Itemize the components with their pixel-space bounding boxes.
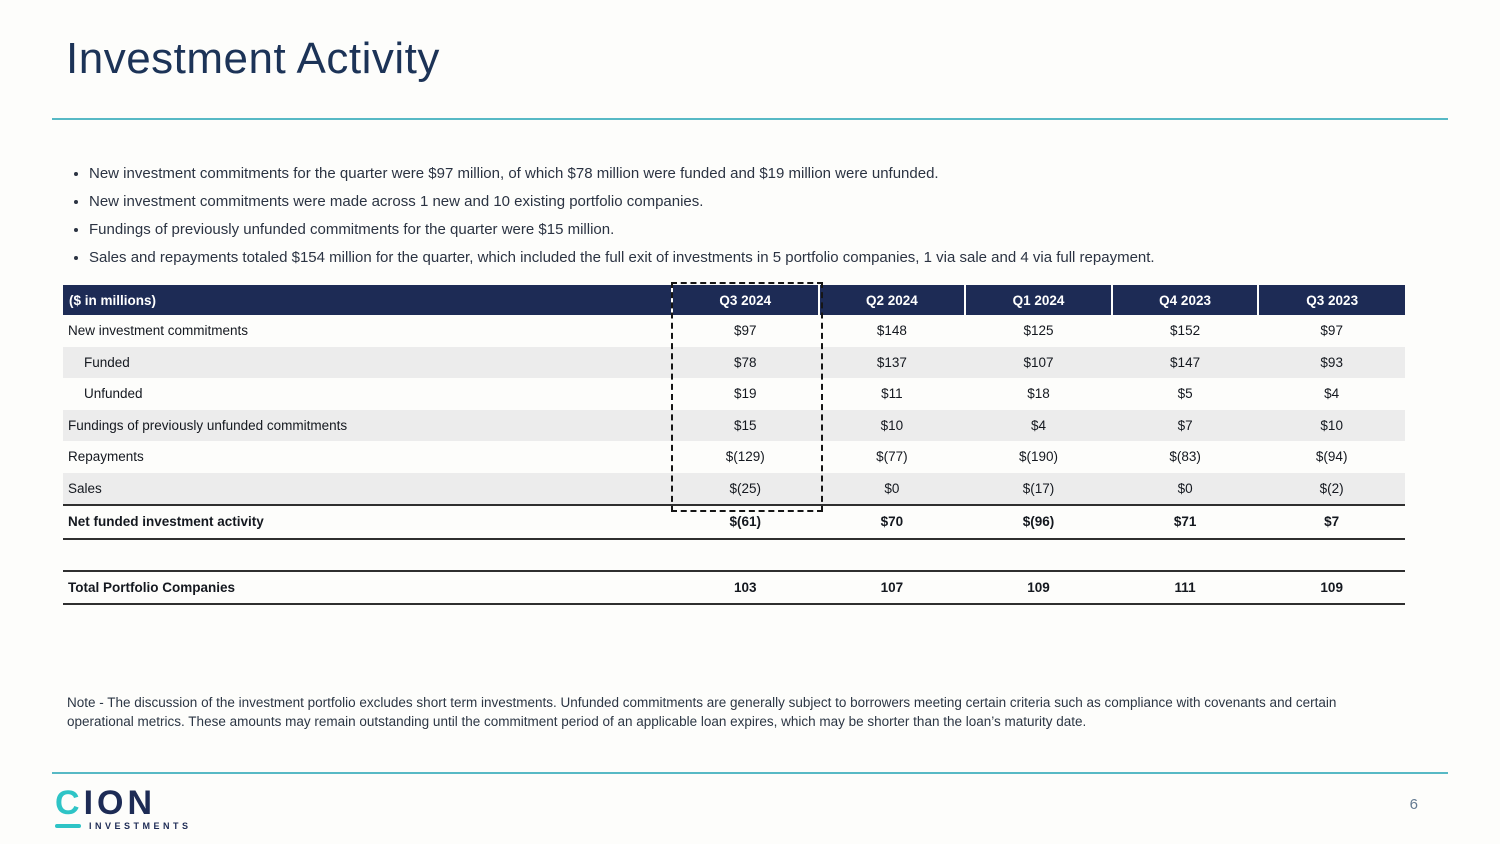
row-label: Sales xyxy=(63,472,672,505)
bullet-list: New investment commitments for the quart… xyxy=(67,160,1449,272)
cell: 109 xyxy=(1258,569,1405,605)
net-funded-activity-row: Net funded investment activity $(61) $70… xyxy=(63,504,1405,540)
column-header-q3-2024: Q3 2024 xyxy=(671,285,819,315)
cell: 111 xyxy=(1111,569,1259,605)
note-text: Note - The discussion of the investment … xyxy=(67,695,1337,729)
row-label: Funded xyxy=(63,346,672,378)
cell: $137 xyxy=(818,346,966,378)
row-label: Fundings of previously unfunded commitme… xyxy=(63,409,672,441)
cell: $(61) xyxy=(672,504,819,540)
cell: 103 xyxy=(672,569,819,605)
cell: $7 xyxy=(1258,504,1405,540)
logo-letters-ion: ION xyxy=(83,784,157,822)
page-title: Investment Activity xyxy=(66,34,440,83)
row-label: Unfunded xyxy=(84,386,143,402)
cell: $(96) xyxy=(965,504,1112,540)
table-row: Unfunded $19 $11 $18 $5 $4 xyxy=(63,378,1405,410)
table-row: Fundings of previously unfunded commitme… xyxy=(63,409,1405,441)
cell: $10 xyxy=(1258,409,1405,441)
logo-letter-c: C xyxy=(55,784,84,822)
cell: $147 xyxy=(1111,346,1259,378)
table-row: Funded $78 $137 $107 $147 $93 xyxy=(63,346,1405,378)
logo-wordmark: CION xyxy=(55,786,192,820)
logo-subtitle: INVESTMENTS xyxy=(89,821,192,831)
cell: $4 xyxy=(965,409,1112,441)
cell: $4 xyxy=(1324,386,1340,402)
title-divider xyxy=(52,118,1448,120)
cell: $(77) xyxy=(876,449,908,465)
cell: $11 xyxy=(881,386,903,402)
cell: $5 xyxy=(1177,386,1193,402)
table-row: Repayments $(129) $(77) $(190) $(83) $(9… xyxy=(63,441,1405,473)
table-header-row: ($ in millions) Q3 2024 Q2 2024 Q1 2024 … xyxy=(63,285,1405,315)
cell: $70 xyxy=(818,504,966,540)
table-row: New investment commitments $97 $148 $125… xyxy=(63,315,1405,347)
cell: $107 xyxy=(965,346,1112,378)
cell: $(83) xyxy=(1169,449,1201,465)
cell: $(129) xyxy=(725,449,765,465)
cell: 107 xyxy=(818,569,966,605)
data-table: ($ in millions) Q3 2024 Q2 2024 Q1 2024 … xyxy=(63,285,1405,605)
cell: $93 xyxy=(1258,346,1405,378)
cell: $15 xyxy=(672,409,819,441)
cell: $7 xyxy=(1111,409,1259,441)
column-header-q1-2024: Q1 2024 xyxy=(964,285,1112,315)
units-header: ($ in millions) xyxy=(63,285,672,315)
bullet-item: Sales and repayments totaled $154 millio… xyxy=(89,244,1449,272)
investment-activity-table: ($ in millions) Q3 2024 Q2 2024 Q1 2024 … xyxy=(63,282,1405,605)
total-portfolio-companies-row: Total Portfolio Companies 103 107 109 11… xyxy=(63,569,1405,605)
cell: $18 xyxy=(1027,386,1050,402)
cell: $0 xyxy=(1111,472,1259,505)
page-number: 6 xyxy=(1409,796,1418,813)
cell: $148 xyxy=(876,323,907,339)
spacer-cell xyxy=(63,539,1405,571)
cell: $152 xyxy=(1170,323,1201,339)
footer-divider xyxy=(52,772,1448,774)
logo-subtitle-row: INVESTMENTS xyxy=(55,821,192,831)
bullet-item: New investment commitments for the quart… xyxy=(89,160,1449,188)
column-header-q2-2024: Q2 2024 xyxy=(817,285,966,315)
cell: $19 xyxy=(734,386,757,402)
cell: $(25) xyxy=(672,472,819,505)
cell: $71 xyxy=(1111,504,1259,540)
bullet-item: New investment commitments were made acr… xyxy=(89,188,1449,216)
row-label: Net funded investment activity xyxy=(63,504,672,540)
spacer-row xyxy=(63,539,1405,571)
cell: $97 xyxy=(734,323,757,339)
row-label: Total Portfolio Companies xyxy=(63,569,672,605)
bullet-item: Fundings of previously unfunded commitme… xyxy=(89,216,1449,244)
row-label: New investment commitments xyxy=(68,323,249,339)
cell: $78 xyxy=(672,346,819,378)
cell: $(190) xyxy=(1018,449,1058,465)
logo-dash xyxy=(55,824,81,828)
cell: $97 xyxy=(1320,323,1343,339)
cell: $(2) xyxy=(1258,472,1405,505)
cell: 109 xyxy=(965,569,1112,605)
cell: $0 xyxy=(818,472,966,505)
column-header-q3-2023: Q3 2023 xyxy=(1257,285,1405,315)
cell: $(17) xyxy=(965,472,1112,505)
cell: $10 xyxy=(818,409,966,441)
cion-logo: CION INVESTMENTS xyxy=(55,786,192,831)
column-header-q4-2023: Q4 2023 xyxy=(1110,285,1259,315)
cell: $(94) xyxy=(1315,449,1348,465)
row-label: Repayments xyxy=(68,449,144,465)
table-row: Sales $(25) $0 $(17) $0 $(2) xyxy=(63,472,1405,505)
cell: $125 xyxy=(1023,323,1054,339)
